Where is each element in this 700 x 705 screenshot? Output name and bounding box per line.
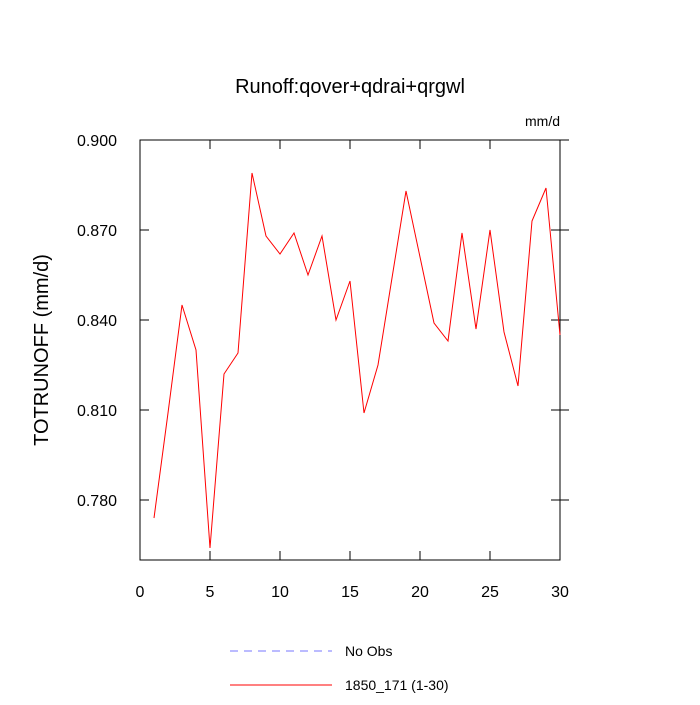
units-label: mm/d	[525, 113, 560, 129]
y-tick-label: 0.870	[77, 223, 117, 240]
x-tick-label: 5	[206, 584, 215, 601]
legend-label: No Obs	[345, 643, 392, 659]
x-tick-label: 25	[481, 584, 499, 601]
x-tick-label: 20	[411, 584, 429, 601]
x-tick-label: 10	[271, 584, 289, 601]
legend-label: 1850_171 (1-30)	[345, 677, 449, 693]
chart-title: Runoff:qover+qdrai+qrgwl	[235, 76, 465, 98]
y-axis-label: TOTRUNOFF (mm/d)	[31, 254, 53, 446]
y-tick-label: 0.780	[77, 493, 117, 510]
y-tick-label: 0.840	[77, 313, 117, 330]
y-tick-label: 0.900	[77, 133, 117, 150]
x-tick-label: 0	[136, 584, 145, 601]
plot-frame	[139, 139, 561, 561]
x-tick-label: 15	[341, 584, 359, 601]
x-tick-label: 30	[551, 584, 569, 601]
y-tick-label: 0.810	[77, 403, 117, 420]
series-line	[153, 172, 561, 549]
